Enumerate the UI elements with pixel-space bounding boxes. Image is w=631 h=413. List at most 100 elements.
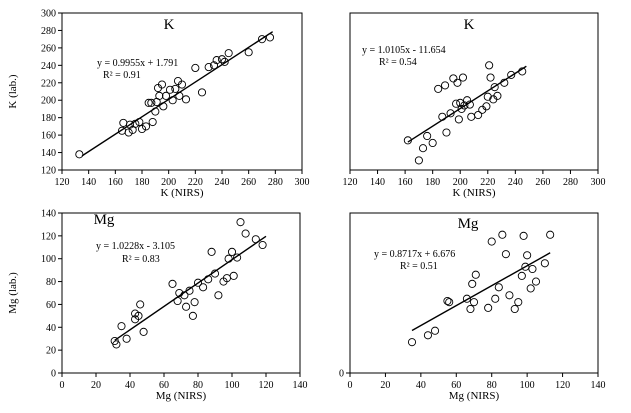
x-tick-label: 180 <box>425 177 440 188</box>
x-tick-label: 240 <box>508 177 523 188</box>
data-point <box>443 296 452 306</box>
x-tick-label: 300 <box>295 177 310 188</box>
r-squared: R² = 0.54 <box>379 57 417 68</box>
panel-title: Mg <box>94 212 115 228</box>
data-point <box>265 33 275 42</box>
data-point <box>463 96 472 105</box>
trendline <box>411 252 551 332</box>
data-point <box>483 92 492 101</box>
x-tick-label: 160 <box>398 177 413 188</box>
y-tick-label: 300 <box>41 9 56 20</box>
data-point <box>212 56 221 65</box>
data-point <box>453 78 462 87</box>
data-point <box>185 286 194 295</box>
data-point <box>241 229 250 238</box>
data-point <box>490 83 499 92</box>
y-tick-label: 20 <box>46 346 56 357</box>
data-point <box>257 35 267 44</box>
y-axis-label: K (lab.) <box>7 74 19 109</box>
data-point <box>510 304 519 314</box>
data-point <box>131 119 140 128</box>
data-point <box>236 218 245 227</box>
x-tick-label: 220 <box>188 177 203 188</box>
data-point <box>159 102 168 111</box>
data-point <box>466 304 475 314</box>
data-point <box>452 99 461 108</box>
data-point <box>494 283 503 292</box>
data-point <box>428 138 437 148</box>
trendline <box>114 235 267 341</box>
data-point <box>171 84 180 93</box>
data-point <box>540 259 549 268</box>
data-point <box>233 253 242 262</box>
x-axis-label: K (NIRS) <box>452 187 495 199</box>
data-point <box>204 63 213 72</box>
data-point <box>458 73 468 82</box>
x-tick-label: 20 <box>380 380 390 391</box>
data-point <box>403 136 412 145</box>
x-tick-label: 140 <box>293 380 308 391</box>
x-tick-label: 120 <box>259 380 274 391</box>
y-tick-label: 160 <box>41 131 56 142</box>
data-point <box>546 230 555 239</box>
data-point <box>217 55 227 64</box>
panel-mg-bottom-left: 0 20 40 60 80 100 120 140 0 20 40 60 80 100 120 140 Mg y … <box>7 209 308 403</box>
plot-frame <box>61 212 301 374</box>
x-tick-label: 40 <box>125 380 135 391</box>
data-point <box>418 144 428 153</box>
data-point <box>165 85 175 94</box>
data-point <box>175 288 184 298</box>
data-point <box>141 122 151 131</box>
regression-equation: y = 1.0105x - 11.654 <box>362 45 446 56</box>
regression-equation: y = 0.8717x + 6.676 <box>374 249 455 260</box>
data-point <box>423 331 432 340</box>
data-point <box>182 302 191 311</box>
data-point <box>462 294 471 303</box>
x-axis-label: Mg (NIRS) <box>449 390 500 402</box>
data-point <box>498 230 507 239</box>
data-point <box>210 269 220 278</box>
data-point <box>168 96 177 105</box>
data-point <box>523 251 532 260</box>
y-tick-label: 220 <box>41 78 56 89</box>
x-tick-label: 280 <box>563 177 578 188</box>
x-tick-label: 220 <box>480 177 495 188</box>
data-point <box>75 150 84 159</box>
data-point <box>251 235 260 244</box>
data-point <box>430 326 440 335</box>
data-point <box>173 296 182 306</box>
panel-k-top-left: 120 140 160 180 200 220 240 260 280 300 120 140 160 1… <box>7 9 310 200</box>
panel-mg-bottom-right: 0 20 40 60 80 100 120 140 0 Mg y = 0.8717x + 6.676… <box>339 212 606 402</box>
data-point <box>177 80 187 89</box>
plot-frame <box>349 12 599 171</box>
y-tick-label: 200 <box>41 96 56 107</box>
x-tick-label: 260 <box>241 177 256 188</box>
x-axis-label: Mg (NIRS) <box>156 390 207 402</box>
data-point <box>148 117 157 127</box>
regression-equation: y = 1.0228x - 3.105 <box>96 241 175 252</box>
data-point <box>456 98 465 107</box>
y-tick-label: 180 <box>41 113 56 124</box>
y-tick-label: 260 <box>41 43 56 54</box>
x-tick-label: 160 <box>108 177 123 188</box>
x-tick-label: 200 <box>453 177 468 188</box>
x-tick-label: 300 <box>591 177 606 188</box>
x-tick-label: 140 <box>370 177 385 188</box>
data-point <box>134 311 143 320</box>
data-point <box>161 91 171 100</box>
x-tick-label: 0 <box>348 380 353 391</box>
r-squared: R² = 0.51 <box>400 261 438 272</box>
data-point <box>482 102 491 111</box>
data-point <box>224 49 233 58</box>
x-tick-label: 40 <box>416 380 426 391</box>
data-point <box>144 98 153 107</box>
data-point <box>155 91 164 100</box>
data-point <box>191 63 200 72</box>
data-point <box>188 311 197 320</box>
panel-k-top-right: 120 140 160 180 200 220 240 260 280 300 Ky = 1.010… <box>343 12 606 199</box>
data-point <box>526 284 535 293</box>
y-tick-label: 240 <box>41 61 56 72</box>
data-point <box>445 298 454 307</box>
data-point <box>434 84 443 93</box>
data-point <box>484 303 493 312</box>
